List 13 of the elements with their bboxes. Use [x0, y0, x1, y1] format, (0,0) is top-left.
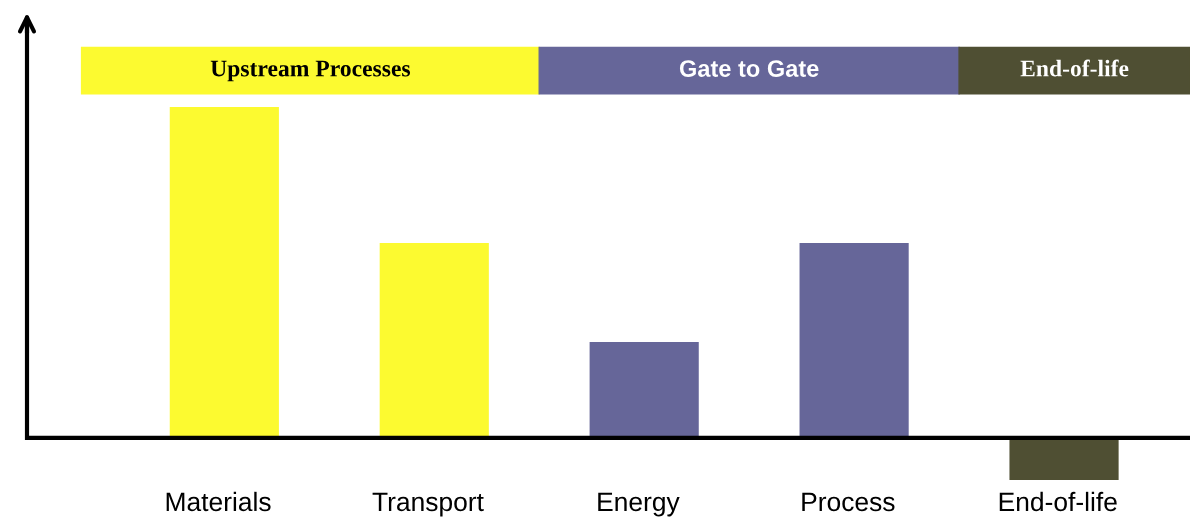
bar [589, 341, 699, 438]
text: Upstream Processes [210, 60, 411, 82]
bar [1009, 437, 1119, 480]
bar [379, 242, 489, 438]
text: End-of-life [1020, 59, 1129, 77]
bar [799, 242, 909, 438]
x-tick-label: End-of-life [999, 491, 1117, 512]
x-tick-label: Materials [166, 491, 271, 512]
text: Gate to Gate [679, 60, 819, 77]
bar [169, 106, 279, 438]
x-tick-label: Transport [372, 492, 484, 517]
x-tick-label: Energy [598, 492, 680, 517]
x-tick-label: Process [802, 492, 895, 512]
